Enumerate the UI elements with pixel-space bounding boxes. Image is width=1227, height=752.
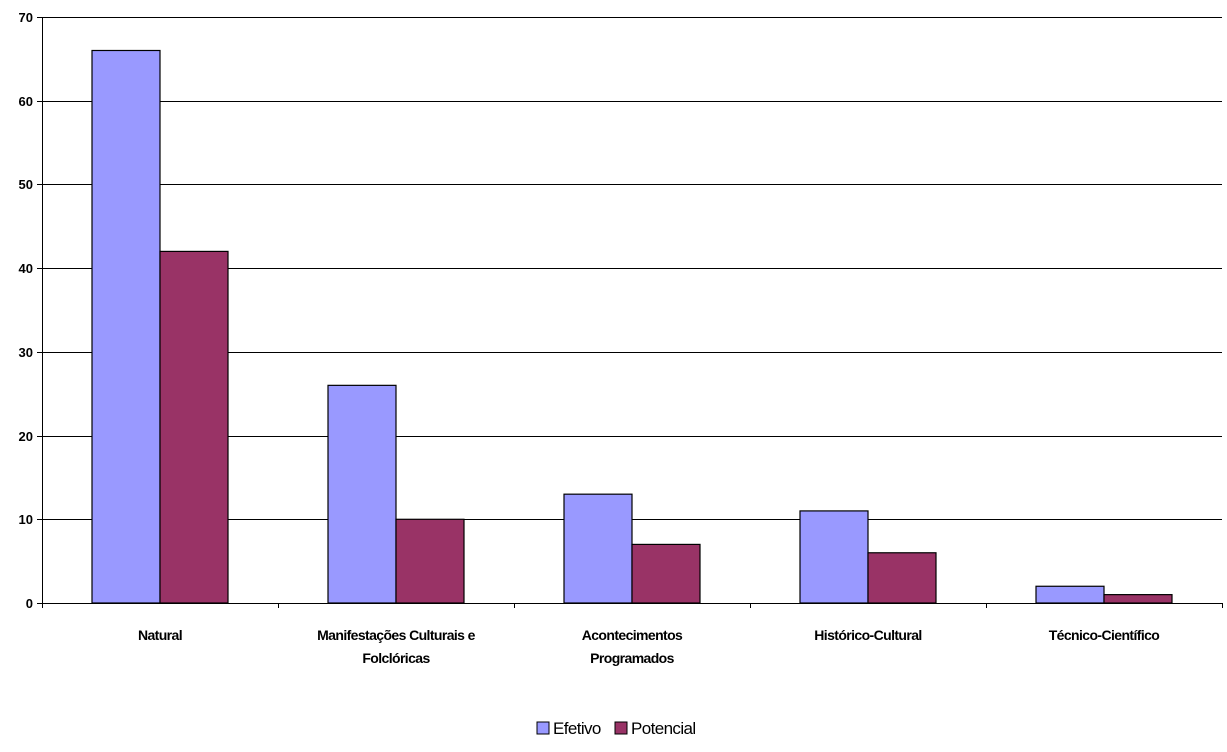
bar-potencial-1 xyxy=(395,518,465,604)
bar-potencial-2 xyxy=(631,543,701,604)
y-tick-label: 30 xyxy=(19,345,33,360)
bar-efetivo-1 xyxy=(327,384,397,604)
legend-label-potencial: Potencial xyxy=(631,719,696,738)
y-tick-label: 40 xyxy=(19,261,33,276)
x-category-label: Manifestações Culturais e xyxy=(317,627,476,643)
y-tick-label: 50 xyxy=(19,177,33,192)
legend-label-efetivo: Efetivo xyxy=(553,719,601,738)
y-tick-label: 70 xyxy=(19,10,33,25)
y-tick-label: 20 xyxy=(19,429,33,444)
x-category-label: Histórico-Cultural xyxy=(814,627,921,643)
axes xyxy=(37,17,1223,608)
bar-potencial-4 xyxy=(1103,594,1173,604)
bars xyxy=(91,49,1173,604)
bar-potencial-3 xyxy=(867,552,937,604)
x-category-label: Técnico-Científico xyxy=(1049,627,1160,643)
legend: Efetivo Potencial xyxy=(536,719,696,738)
x-category-label: Natural xyxy=(138,627,182,643)
y-tick-label: 0 xyxy=(26,596,33,611)
bar-efetivo-3 xyxy=(799,510,869,604)
bar-efetivo-0 xyxy=(91,49,161,604)
x-category-label: Acontecimentos xyxy=(582,627,683,643)
bar-efetivo-4 xyxy=(1035,585,1105,604)
y-tick-label: 60 xyxy=(19,94,33,109)
bar-potencial-0 xyxy=(159,250,229,604)
x-category-label: Programados xyxy=(590,650,674,666)
gridlines xyxy=(42,17,1222,520)
axis-labels: 0 10 20 30 40 50 60 70 Natural Manifestações Cult… xyxy=(19,10,1160,666)
y-tick-label: 10 xyxy=(19,512,33,527)
bar-efetivo-2 xyxy=(563,493,633,604)
x-category-label: Folclóricas xyxy=(362,650,430,666)
legend-swatch-efetivo xyxy=(536,721,550,735)
legend-swatch-potencial xyxy=(614,721,628,735)
